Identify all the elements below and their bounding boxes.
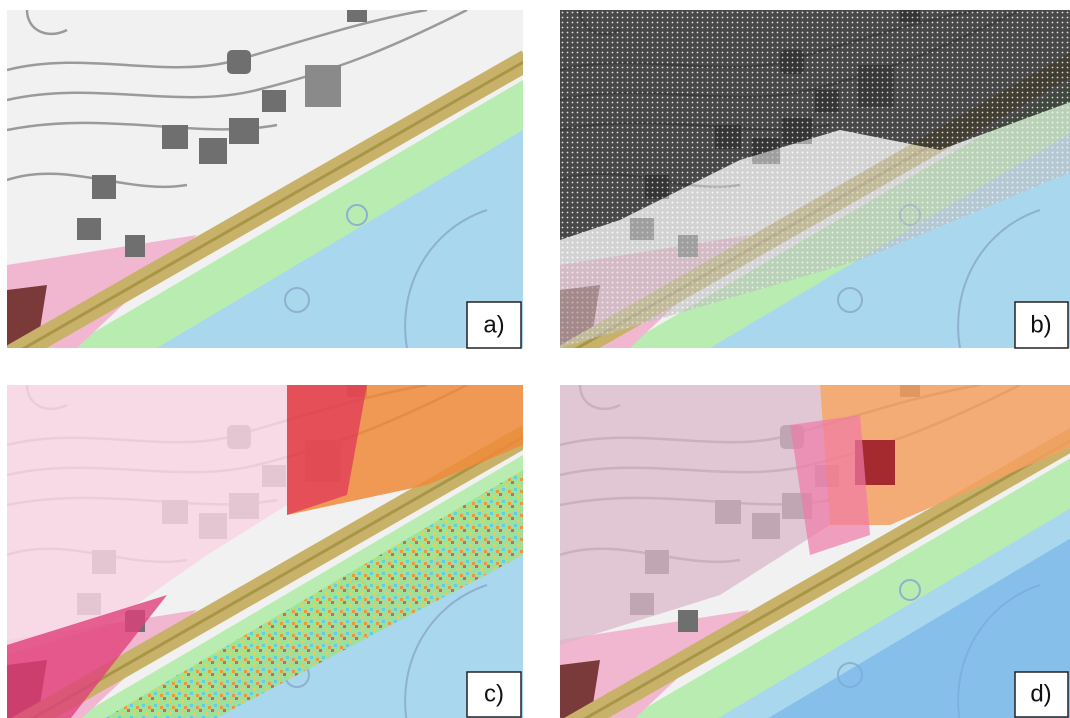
panel-d — [560, 385, 1070, 718]
panel-label: d) — [1030, 680, 1051, 707]
panel-c — [7, 385, 527, 718]
panel-label: a) — [483, 311, 504, 338]
panel-label: c) — [484, 680, 504, 707]
panel-a — [7, 10, 527, 358]
label-a: a) — [467, 302, 521, 348]
label-d: d) — [1015, 672, 1068, 717]
figure: a) b) c) d) — [0, 0, 1070, 718]
label-c: c) — [467, 672, 521, 717]
label-b: b) — [1015, 302, 1068, 348]
panel-label: b) — [1030, 311, 1051, 338]
panel-b — [560, 10, 1070, 358]
